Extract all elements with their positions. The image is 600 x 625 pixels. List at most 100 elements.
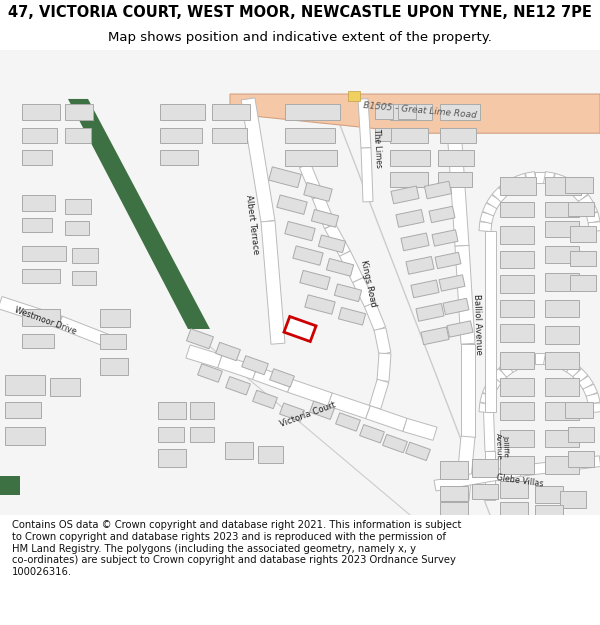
Polygon shape xyxy=(545,273,579,291)
Polygon shape xyxy=(500,251,534,268)
Polygon shape xyxy=(22,218,52,232)
Polygon shape xyxy=(421,327,449,345)
Polygon shape xyxy=(391,186,419,204)
Polygon shape xyxy=(65,199,91,214)
Polygon shape xyxy=(277,195,307,214)
Text: Albert Terrace: Albert Terrace xyxy=(244,194,260,254)
Polygon shape xyxy=(68,99,210,329)
Polygon shape xyxy=(500,503,528,518)
Polygon shape xyxy=(212,128,247,143)
Text: Map shows position and indicative extent of the property.: Map shows position and indicative extent… xyxy=(108,31,492,44)
Polygon shape xyxy=(583,384,598,397)
Text: Victoria Court: Victoria Court xyxy=(279,400,337,429)
Polygon shape xyxy=(285,221,315,241)
Polygon shape xyxy=(440,128,476,143)
Polygon shape xyxy=(285,128,335,143)
Polygon shape xyxy=(299,163,323,199)
Polygon shape xyxy=(545,430,579,447)
Polygon shape xyxy=(293,246,323,265)
Polygon shape xyxy=(261,221,285,344)
Polygon shape xyxy=(578,376,593,390)
Polygon shape xyxy=(328,393,370,419)
Polygon shape xyxy=(197,364,223,382)
Polygon shape xyxy=(5,375,45,394)
Polygon shape xyxy=(500,226,534,244)
Polygon shape xyxy=(100,309,130,327)
Polygon shape xyxy=(377,353,391,381)
Polygon shape xyxy=(310,401,334,419)
Polygon shape xyxy=(586,212,600,224)
Polygon shape xyxy=(570,275,596,291)
Polygon shape xyxy=(424,181,452,199)
Polygon shape xyxy=(401,233,429,251)
Polygon shape xyxy=(158,402,186,419)
Polygon shape xyxy=(583,203,598,216)
Polygon shape xyxy=(447,321,473,338)
Polygon shape xyxy=(500,430,534,447)
Polygon shape xyxy=(487,195,502,209)
Polygon shape xyxy=(353,278,376,307)
Polygon shape xyxy=(568,202,594,216)
Polygon shape xyxy=(364,302,386,331)
Polygon shape xyxy=(269,167,301,187)
Polygon shape xyxy=(160,104,205,121)
Polygon shape xyxy=(500,275,534,292)
Polygon shape xyxy=(455,436,475,501)
Polygon shape xyxy=(242,356,268,375)
Polygon shape xyxy=(432,230,458,246)
Polygon shape xyxy=(439,275,465,291)
Polygon shape xyxy=(440,503,468,518)
Polygon shape xyxy=(258,446,283,463)
Polygon shape xyxy=(305,295,335,314)
Polygon shape xyxy=(348,91,360,101)
Polygon shape xyxy=(545,378,579,396)
Polygon shape xyxy=(551,354,564,369)
Polygon shape xyxy=(285,150,337,166)
Polygon shape xyxy=(22,150,52,164)
Polygon shape xyxy=(411,280,439,298)
Polygon shape xyxy=(403,418,437,440)
Polygon shape xyxy=(545,326,579,344)
Polygon shape xyxy=(65,128,91,143)
Polygon shape xyxy=(416,304,444,321)
Polygon shape xyxy=(285,104,340,121)
Polygon shape xyxy=(390,173,428,187)
Polygon shape xyxy=(340,251,364,282)
Polygon shape xyxy=(545,456,579,474)
Polygon shape xyxy=(190,402,214,419)
Polygon shape xyxy=(499,181,514,196)
Text: Balliol Avenue: Balliol Avenue xyxy=(472,294,484,355)
Polygon shape xyxy=(545,299,579,318)
Polygon shape xyxy=(500,402,534,420)
Polygon shape xyxy=(526,172,536,185)
Polygon shape xyxy=(480,212,494,224)
Polygon shape xyxy=(480,393,494,405)
Polygon shape xyxy=(568,451,594,467)
Polygon shape xyxy=(72,248,98,263)
Polygon shape xyxy=(396,209,424,227)
Polygon shape xyxy=(22,128,57,143)
Text: Glebe Villas: Glebe Villas xyxy=(496,473,544,489)
Text: 47, VICTORIA COURT, WEST MOOR, NEWCASTLE UPON TYNE, NE12 7PE: 47, VICTORIA COURT, WEST MOOR, NEWCASTLE… xyxy=(8,5,592,20)
Polygon shape xyxy=(304,182,332,201)
Polygon shape xyxy=(535,505,563,521)
Polygon shape xyxy=(0,50,600,515)
Polygon shape xyxy=(545,177,581,195)
Polygon shape xyxy=(526,352,536,366)
Polygon shape xyxy=(573,188,588,202)
Polygon shape xyxy=(448,142,469,246)
Polygon shape xyxy=(507,357,521,372)
Polygon shape xyxy=(338,308,365,325)
Polygon shape xyxy=(588,222,600,232)
Polygon shape xyxy=(500,202,534,217)
Polygon shape xyxy=(58,316,118,349)
Polygon shape xyxy=(565,402,593,418)
Polygon shape xyxy=(516,354,529,369)
Polygon shape xyxy=(226,377,250,395)
Polygon shape xyxy=(483,398,495,451)
Polygon shape xyxy=(545,246,579,263)
Polygon shape xyxy=(300,271,330,290)
Polygon shape xyxy=(499,362,514,378)
Polygon shape xyxy=(545,221,579,237)
Polygon shape xyxy=(319,235,346,252)
